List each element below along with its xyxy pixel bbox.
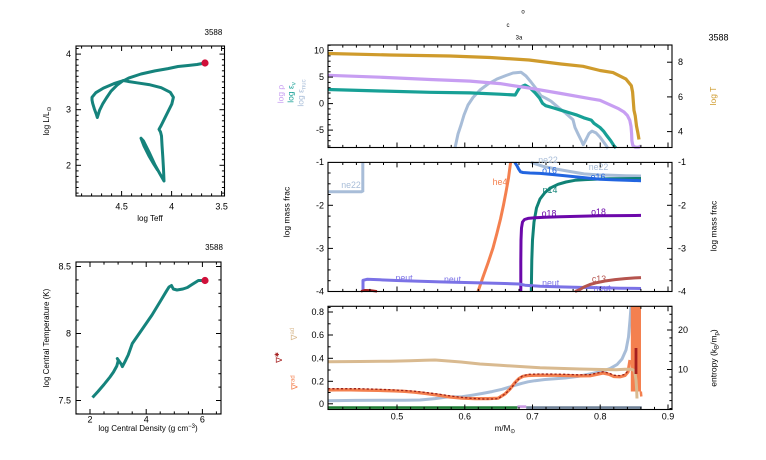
svg-text:0: 0 [319,99,324,109]
svg-text:5: 5 [319,72,324,82]
svg-text:3588: 3588 [708,33,728,43]
svg-text:3a: 3a [516,36,523,42]
svg-text:7.5: 7.5 [58,396,71,406]
svg-text:8.5: 8.5 [58,262,71,272]
svg-text:0.8: 0.8 [594,412,607,422]
svg-text:neut: neut [593,283,611,293]
svg-text:∇rad: ∇rad [290,375,300,390]
svg-text:3588: 3588 [205,243,223,252]
svg-text:neut: neut [444,275,462,285]
svg-text:he4: he4 [493,177,508,187]
svg-text:20: 20 [678,325,688,335]
svg-text:log L/L⊙: log L/L⊙ [42,106,53,135]
svg-text:log Teff: log Teff [137,214,163,223]
svg-text:log εν: log εν [286,82,298,103]
svg-text:8: 8 [678,57,683,67]
svg-text:log mass frac: log mass frac [282,186,292,237]
svg-text:0.6: 0.6 [311,330,324,340]
svg-text:6: 6 [678,92,683,102]
svg-text:-3: -3 [316,243,324,253]
svg-text:-1: -1 [316,157,324,167]
svg-text:0.4: 0.4 [311,353,324,363]
svg-text:0: 0 [319,399,324,409]
svg-text:log Central Density (g cm−3): log Central Density (g cm−3) [98,424,198,433]
svg-text:o18: o18 [542,209,557,219]
svg-text:o16: o16 [542,166,557,176]
svg-text:log mass frac: log mass frac [709,200,719,251]
svg-text:∇✱: ∇✱ [274,352,284,364]
svg-text:4: 4 [66,49,71,59]
svg-text:∇ad: ∇ad [289,328,299,341]
svg-text:neut: neut [395,273,413,283]
svg-text:8: 8 [66,329,71,339]
svg-text:log Central Temperature (K): log Central Temperature (K) [42,288,51,387]
svg-text:4: 4 [678,127,683,137]
svg-text:-2: -2 [678,200,686,210]
svg-text:0.6: 0.6 [459,412,472,422]
svg-text:3.5: 3.5 [215,202,228,212]
svg-text:10: 10 [314,46,324,56]
svg-text:10: 10 [678,365,688,375]
svg-text:o16: o16 [591,172,606,182]
svg-text:log T: log T [708,87,718,106]
svg-text:n14: n14 [543,185,558,195]
svg-text:0.7: 0.7 [526,412,539,422]
svg-text:-4: -4 [678,287,686,297]
svg-text:0.5: 0.5 [391,412,404,422]
svg-text:3: 3 [66,105,71,115]
svg-text:ne22: ne22 [589,162,609,172]
svg-text:o: o [521,10,525,16]
svg-text:0.2: 0.2 [311,376,324,386]
svg-text:4: 4 [169,202,174,212]
svg-text:c: c [507,23,510,29]
svg-text:m/M⊙: m/M⊙ [495,424,516,435]
svg-text:log ρ: log ρ [276,85,286,104]
svg-text:3588: 3588 [205,28,223,37]
svg-text:-5: -5 [316,125,324,135]
svg-text:-2: -2 [316,200,324,210]
svg-text:-1: -1 [678,157,686,167]
svg-text:neut: neut [542,278,560,288]
svg-text:-4: -4 [316,287,324,297]
svg-text:-3: -3 [678,243,686,253]
svg-text:6: 6 [200,415,205,425]
svg-text:entropy (kB/mp): entropy (kB/mp) [709,329,721,387]
svg-text:ne22: ne22 [341,180,361,190]
svg-text:c13: c13 [592,274,606,284]
svg-text:4: 4 [144,415,149,425]
svg-text:ne22: ne22 [538,155,558,165]
svg-text:0.8: 0.8 [311,307,324,317]
svg-text:0.9: 0.9 [662,412,675,422]
svg-text:o18: o18 [591,207,606,217]
svg-text:4.5: 4.5 [115,202,128,212]
svg-text:2: 2 [66,160,71,170]
svg-text:2: 2 [87,415,92,425]
